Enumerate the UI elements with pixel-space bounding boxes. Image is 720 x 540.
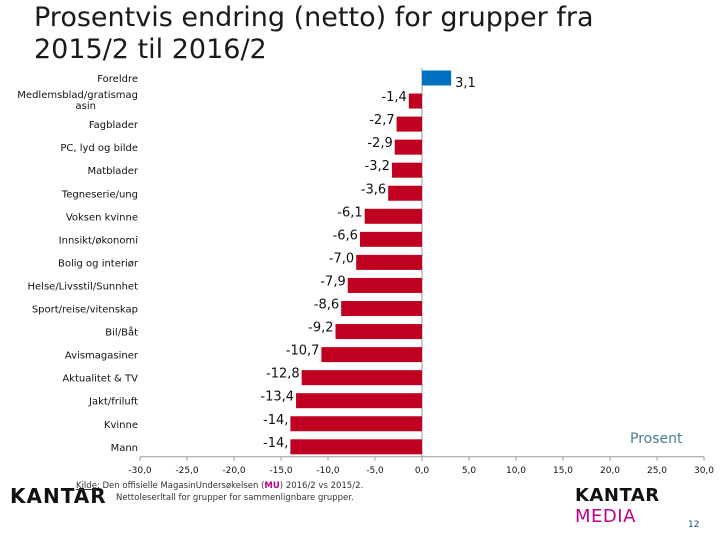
value-label: -10,7: [286, 344, 320, 359]
source-kilde: Kilde: [76, 481, 97, 491]
x-tick-label: 20,0: [600, 466, 620, 476]
bar: [321, 347, 422, 363]
category-label: Voksen kvinne: [66, 212, 138, 223]
category-label: Bil/Båt: [105, 326, 138, 339]
category-label: Fagblader: [89, 120, 139, 131]
bar: [396, 116, 422, 132]
logo-media-text: MEDIA: [575, 506, 636, 527]
category-label: Jakt/friluft: [88, 397, 138, 408]
x-tick-label: 10,0: [506, 466, 526, 476]
x-tick-label: 0,0: [415, 466, 430, 476]
source-text-after: ) 2016/2 vs 2015/2.: [279, 481, 364, 491]
bar: [290, 416, 422, 432]
bar: [422, 70, 452, 86]
category-label: Foreldre: [97, 74, 138, 85]
category-label: Mann: [111, 443, 138, 454]
category-label: Sport/reise/vitenskap: [32, 305, 138, 316]
x-tick-label: 25,0: [647, 466, 667, 476]
category-label: Medlemsblad/gratismag asin: [17, 90, 138, 112]
category-label: Aktualitet & TV: [62, 374, 138, 385]
x-tick-label: 5,0: [462, 466, 477, 476]
value-label: -2,7: [369, 113, 394, 128]
x-tick-label: -10,0: [316, 466, 340, 476]
source-mu: MU: [264, 481, 280, 491]
bar: [296, 393, 422, 409]
bar: [388, 185, 422, 201]
value-label: -3,6: [361, 182, 386, 197]
value-label: -7,0: [329, 251, 354, 266]
value-label: -6,1: [337, 205, 362, 220]
x-tick-label: 15,0: [553, 466, 573, 476]
x-tick-label: -20,0: [222, 466, 246, 476]
bar: [335, 324, 422, 340]
value-label: -1,4: [381, 90, 406, 105]
category-label: Helse/Livsstil/Sunnhet: [28, 281, 139, 292]
value-label: -14,: [263, 413, 288, 428]
category-label: Bolig og interiør: [58, 258, 139, 269]
bar: [391, 162, 422, 178]
value-label: -2,9: [367, 136, 392, 151]
x-tick-label: 30,0: [694, 466, 714, 476]
source-line-1: Kilde: Den offisielle MagasinUndersøkels…: [76, 480, 363, 492]
logo-kantar-text: KANTAR: [575, 485, 660, 506]
bar: [301, 370, 422, 386]
value-label: -7,9: [320, 274, 345, 289]
value-label: 3,1: [455, 76, 476, 91]
category-label: Matblader: [87, 166, 138, 177]
source-line-2: Nettoleserltall for grupper for sammenli…: [116, 493, 354, 503]
kantar-logo-left: KANTAR: [10, 484, 107, 508]
bar: [394, 139, 422, 155]
value-label: -13,4: [260, 390, 294, 405]
bar: [347, 277, 422, 293]
chart-title: Prosentvis endring (netto) for grupper f…: [34, 2, 594, 65]
axis-unit-label: Prosent: [630, 431, 683, 447]
x-tick-label: -5,0: [366, 466, 384, 476]
bar: [341, 301, 422, 316]
bar: [356, 254, 422, 270]
value-label: -3,2: [365, 159, 390, 174]
bar: [364, 208, 422, 224]
category-label: Tegneserie/ung: [61, 189, 138, 200]
value-label: -14,: [263, 436, 288, 451]
source-text-before: : Den offisielle MagasinUndersøkelsen (: [96, 481, 265, 491]
value-label: -9,2: [308, 321, 333, 336]
category-label: Kvinne: [104, 420, 138, 431]
x-tick-label: -25,0: [175, 466, 199, 476]
value-label: -6,6: [333, 228, 358, 243]
bar: [408, 93, 422, 109]
bar: [290, 439, 422, 455]
page-number: 12: [688, 520, 700, 530]
x-tick-label: -30,0: [128, 466, 152, 476]
value-label: -12,8: [266, 367, 300, 382]
kantar-media-logo: KANTAR MEDIA: [575, 485, 720, 527]
value-label: -8,6: [314, 298, 339, 313]
category-label: Avismagasiner: [65, 351, 139, 362]
source-note: Kilde: Den offisielle MagasinUndersøkels…: [76, 480, 363, 504]
bar: [359, 231, 422, 247]
x-tick-label: -15,0: [269, 466, 293, 476]
category-label: Innsikt/økonomi: [59, 235, 138, 246]
category-label: PC, lyd og bilde: [60, 143, 138, 154]
